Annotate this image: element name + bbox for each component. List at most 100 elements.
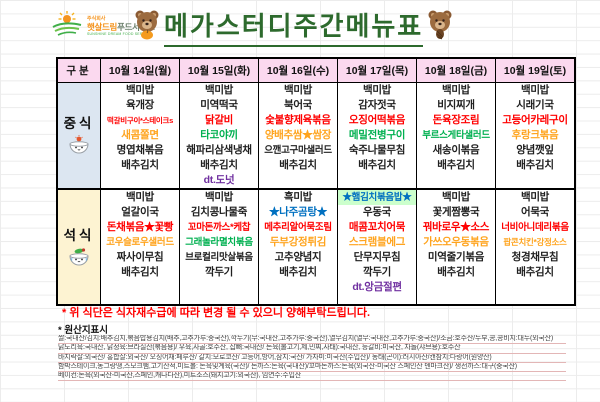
lunch-row-label-cell: 중식 <box>56 81 101 190</box>
menu-cell: 백미밥 육개장 떡갈비구이*스테이크s 새콤쫄면 명엽채볶음 배추김치 <box>100 81 180 190</box>
sunrise-logo-icon <box>50 10 84 43</box>
lunch-label: 중식 <box>63 116 95 131</box>
menu-item: 청경채무침 <box>511 250 559 263</box>
menu-item: 배추김치 <box>121 158 159 171</box>
company-name-english: SUNSHINE DREAM FOOD SERVICE <box>87 31 152 36</box>
menu-item: 미역줄기볶음 <box>427 250 485 263</box>
origin-line: 쌀:국내산/김치:배추김치,볶음밥용김치(배추,고추가루:중국산),깍두기(무:… <box>58 335 566 345</box>
menu-cell: 백미밥 미역떡국 닭갈비 타코야끼 해파리삼색냉채 배추김치 dt.도넛 <box>179 81 259 190</box>
menu-cell: ★햄김치볶음밥★ 우동국 매콤꼬치어묵 스크램블에그 단무지무침 깍두기 dt.앙금절편 <box>337 188 417 305</box>
menu-item: 그래놀라멸치볶음 <box>185 236 253 248</box>
menu-cell: 백미밥 얼갈이국 돈채볶음★꽃빵 코우슬로우샐러드 짜사이무침 배추김치 <box>100 188 180 305</box>
menu-item: 타코야끼 <box>200 128 238 141</box>
lunch-bowl-icon <box>68 135 90 158</box>
dinner-row: 석식 <box>56 188 576 305</box>
menu-item: dt.도넛 <box>203 173 235 186</box>
origin-text-block: 쌀:국내산/김치:배추김치,볶음밥용김치(배추,고추가루:중국산),깍두기(무:… <box>58 335 566 382</box>
corner-header-cell: 구분 <box>56 57 101 83</box>
menu-item: 단무지무침 <box>353 250 401 263</box>
bear-right-icon <box>425 8 455 45</box>
menu-cell: 백미밥 어묵국 너비아니데리볶음 팝콘치킨*강정소스 청경채무침 배추김치 <box>495 188 576 305</box>
menu-item: 백미밥 <box>125 83 155 96</box>
menu-item: 으깬고구마샐러드 <box>264 144 332 156</box>
company-name: 햇살드림푸드서비스 <box>87 22 155 32</box>
menu-item: 브로컬리맛살볶음 <box>185 251 253 263</box>
menu-item: 배추김치 <box>516 265 554 278</box>
menu-item: 배추김치 <box>200 158 238 171</box>
menu-item: 북어국 <box>283 98 313 111</box>
origin-line: 함박스테이크,동그랑땡,스모크햄,고기산적,미트볼: 돈육및계육(국산)/ 돈까… <box>58 363 566 373</box>
menu-item: 해파리삼색냉채 <box>186 143 252 156</box>
menu-item: 얼갈이국 <box>121 205 159 218</box>
menu-item: 고추양념지 <box>274 250 322 263</box>
menu-item: 꼬마돈까스*케찹 <box>187 221 251 233</box>
origin-line: 베이컨:돈육(외국산-미국산,스페인,캐나다산),미트소스(돼지고기:외국산),… <box>58 372 566 382</box>
lunch-row: 중식 백미밥 육개장 떡갈비구이*스 <box>56 81 576 190</box>
company-prefix: 주식회사 <box>87 16 106 22</box>
menu-cell: 흑미밥 ★나주곰탕★ 메추리알어묵조림 두부강정튀김 고추양념지 배추김치 <box>258 188 338 305</box>
menu-item: 백미밥 <box>441 83 471 96</box>
menu-item: 배추김치 <box>279 265 317 278</box>
menu-change-notice: * 위 식단은 식자재수급에 따라 변경 될 수 있으니 양해부탁드립니다. <box>62 307 371 319</box>
dinner-label: 석식 <box>63 227 95 243</box>
menu-item: 꿔바로우★소스 <box>422 220 490 233</box>
day-header-cell: 10월 17일(목) <box>337 57 417 83</box>
menu-item: 배추김치 <box>437 265 475 278</box>
menu-item: 시래기국 <box>516 98 554 111</box>
menu-item: 메밀전병구이 <box>348 128 406 141</box>
menu-item: 양념깻잎 <box>516 143 554 156</box>
page-title: 메가스터디주간메뉴표 <box>164 6 424 47</box>
day-header-cell: 10월 18일(금) <box>416 57 496 83</box>
menu-item: 돈육장조림 <box>432 113 480 126</box>
origin-section-title: * 원산지표시 <box>58 325 109 336</box>
menu-item: 명엽채볶음 <box>116 143 164 156</box>
menu-item: 메추리알어묵조림 <box>264 221 332 233</box>
menu-item: 흑미밥 <box>283 190 313 203</box>
menu-item: 백미밥 <box>283 83 313 96</box>
menu-item: 숙주나물무침 <box>348 143 406 156</box>
table-header-row: 구분 10월 14일(월) 10월 15일(화) 10월 16일(수) 10월 17일… <box>56 57 576 83</box>
menu-item: 김치콩나물죽 <box>190 205 248 218</box>
menu-item: 백미밥 <box>520 83 550 96</box>
menu-item: 가쓰오우동볶음 <box>423 235 489 248</box>
menu-item: 배추김치 <box>516 158 554 171</box>
menu-cell: 백미밥 북어국 숯불향제육볶음 양배추쌈★쌈장 으깬고구마샐러드 배추김치 <box>258 81 338 190</box>
menu-item: 감자젓국 <box>358 98 396 111</box>
bear-left-icon <box>132 8 162 45</box>
menu-item: 미역떡국 <box>200 98 238 111</box>
menu-item: 우동국 <box>362 205 392 218</box>
menu-item: 백미밥 <box>125 190 155 203</box>
menu-item: 배추김치 <box>358 158 396 171</box>
menu-item: 너비아니데리볶음 <box>501 221 569 233</box>
menu-item: 어묵국 <box>520 205 550 218</box>
company-logo: 주식회사 햇살드림푸드서비스 SUNSHINE DREAM FOOD SERVI… <box>50 10 155 43</box>
menu-item: 배추김치 <box>437 158 475 171</box>
menu-item: 배추김치 <box>121 265 159 278</box>
menu-item: 백미밥 <box>204 190 234 203</box>
menu-item: 양배추쌈★쌈장 <box>264 128 332 141</box>
menu-item: 백미밥 <box>362 83 392 96</box>
menu-cell: 백미밥 시래기국 고등어카레구이 후랑크볶음 양념깻잎 배추김치 <box>495 81 576 190</box>
menu-item: 두부강정튀김 <box>269 235 327 248</box>
menu-cell: 백미밥 비지찌개 돈육장조림 부르스게타샐러드 새송이볶음 배추김치 <box>416 81 496 190</box>
menu-item: 깍두기 <box>362 265 392 278</box>
menu-item: 새송이볶음 <box>432 143 480 156</box>
title-row: 메가스터디주간메뉴표 <box>132 6 455 47</box>
menu-item: 새콤쫄면 <box>121 128 159 141</box>
menu-item: 배추김치 <box>279 158 317 171</box>
menu-item: 팝콘치킨*강정소스 <box>503 236 567 247</box>
dinner-row-label-cell: 석식 <box>56 188 101 305</box>
menu-item: 돈채볶음★꽃빵 <box>106 220 174 233</box>
menu-item: 백미밥 <box>441 190 471 203</box>
menu-item: ★햄김치볶음밥★ <box>338 189 416 205</box>
menu-item: 오징어떡볶음 <box>348 113 406 126</box>
menu-item: 백미밥 <box>204 83 234 96</box>
menu-item: 짜사이무침 <box>116 250 164 263</box>
menu-item: 깍두기 <box>204 265 234 278</box>
menu-item: 부르스게타샐러드 <box>422 129 490 141</box>
origin-line: 바지락살:외국산/ 홍합살:외국산/ 오징어채:페루산/ 갈치:모로코산/ 고등… <box>58 354 566 363</box>
menu-item: 육개장 <box>125 98 155 111</box>
